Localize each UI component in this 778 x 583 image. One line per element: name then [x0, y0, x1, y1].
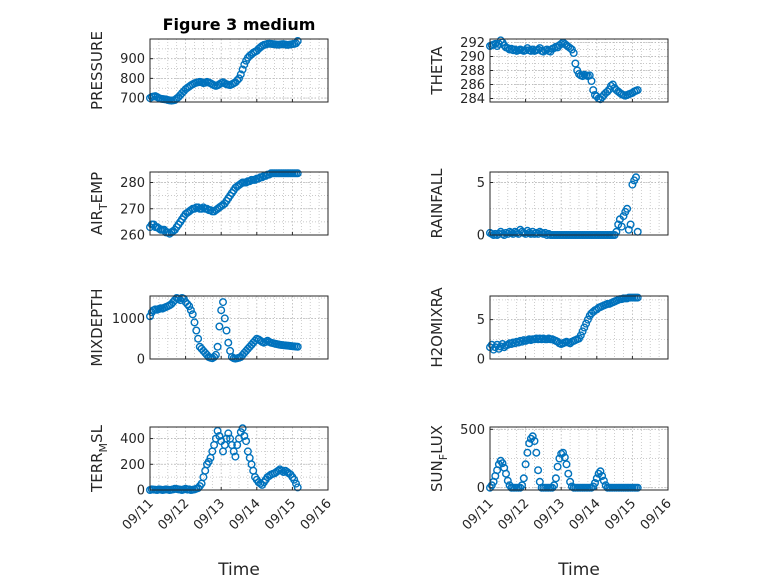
y-tick-label: 290 — [460, 50, 485, 65]
subplot-h2omixra: 0 5 H2OMIXRA — [428, 287, 668, 368]
y-tick-label: 400 — [120, 432, 145, 447]
y-axis-label: THETA — [428, 46, 446, 96]
y-label-main: AIR — [88, 210, 106, 235]
y-axis-label: AIRTEMP — [88, 172, 110, 235]
x-tick-label: 09/12 — [155, 496, 192, 533]
subplot-theta: 284286288290292 THETA — [428, 36, 668, 107]
y-label-main: THETA — [428, 46, 446, 96]
x-tick-label: 09/13 — [191, 496, 228, 533]
y-axis-label: H2OMIXRA — [428, 287, 446, 368]
subplot-terr: 0 200 400 TERRMSL 09/1109/1209/1309/1409/150… — [88, 424, 335, 580]
y-axis-label: MIXDEPTH — [88, 288, 106, 366]
y-tick-label: 0 — [137, 484, 145, 499]
y-label-main: RAINFALL — [428, 168, 446, 239]
subplot-pressure: 700 800 900 PRESSURE Figure 3 medium — [88, 15, 328, 110]
y-label-tail: EMP — [88, 172, 106, 203]
subplot-sun: 0 500 SUNFLUX 09/1109/1209/1309/1409/1509/1… — [428, 423, 675, 580]
y-label-main: PRESSURE — [88, 31, 106, 110]
y-tick-label: 270 — [120, 202, 145, 217]
x-tick-label: 09/15 — [602, 496, 639, 533]
y-axis-label: PRESSURE — [88, 31, 106, 110]
y-tick-label: 500 — [460, 423, 485, 438]
x-tick-label: 09/15 — [262, 496, 299, 533]
y-tick-label: 1000 — [112, 312, 145, 327]
figure-title: Figure 3 medium — [163, 15, 316, 34]
y-tick-label: 288 — [460, 64, 485, 79]
y-label-subscript: M — [97, 443, 110, 453]
y-tick-label: 0 — [477, 229, 485, 244]
y-tick-label: 284 — [460, 92, 485, 107]
subplot-mixdepth: 0 1000 MIXDEPTH — [88, 288, 328, 367]
x-tick-label: 09/14 — [567, 496, 604, 533]
y-tick-label: 0 — [137, 353, 145, 368]
y-tick-label: 286 — [460, 78, 485, 93]
x-tick-label: 09/16 — [638, 496, 675, 533]
x-tick-label: 09/13 — [531, 496, 568, 533]
y-label-main: SUN — [428, 460, 446, 492]
x-axis-label: Time — [557, 560, 600, 580]
y-label-main: MIXDEPTH — [88, 288, 106, 366]
y-label-tail: LUX — [428, 425, 446, 454]
y-tick-label: 0 — [477, 481, 485, 496]
y-axis-label: TERRMSL — [88, 424, 110, 493]
y-label-main: H2OMIXRA — [428, 287, 446, 368]
y-label-tail: SL — [88, 424, 106, 443]
figure-canvas: 700800900PRESSUREFigure 3 medium28428628… — [0, 0, 778, 583]
subplot-air: 260 270 280 AIRTEMP — [88, 170, 328, 244]
y-tick-label: 5 — [477, 313, 485, 328]
y-tick-label: 292 — [460, 36, 485, 51]
subplot-rainfall: 0 5 RAINFALL — [428, 168, 668, 244]
y-tick-label: 5 — [477, 176, 485, 191]
x-tick-label: 09/14 — [227, 496, 264, 533]
x-tick-label: 09/16 — [298, 496, 335, 533]
x-tick-label: 09/11 — [460, 496, 497, 533]
y-tick-label: 200 — [120, 458, 145, 473]
y-tick-label: 700 — [120, 92, 145, 107]
x-tick-label: 09/12 — [495, 496, 532, 533]
y-tick-label: 260 — [120, 229, 145, 244]
x-axis-label: Time — [217, 560, 260, 580]
y-tick-label: 280 — [120, 176, 145, 191]
y-tick-label: 0 — [477, 353, 485, 368]
y-axis-label: SUNFLUX — [428, 425, 450, 492]
y-tick-label: 800 — [120, 72, 145, 87]
y-tick-label: 900 — [120, 52, 145, 67]
y-axis-label: RAINFALL — [428, 168, 446, 239]
x-tick-label: 09/11 — [120, 496, 157, 533]
y-label-main: TERR — [88, 452, 106, 493]
